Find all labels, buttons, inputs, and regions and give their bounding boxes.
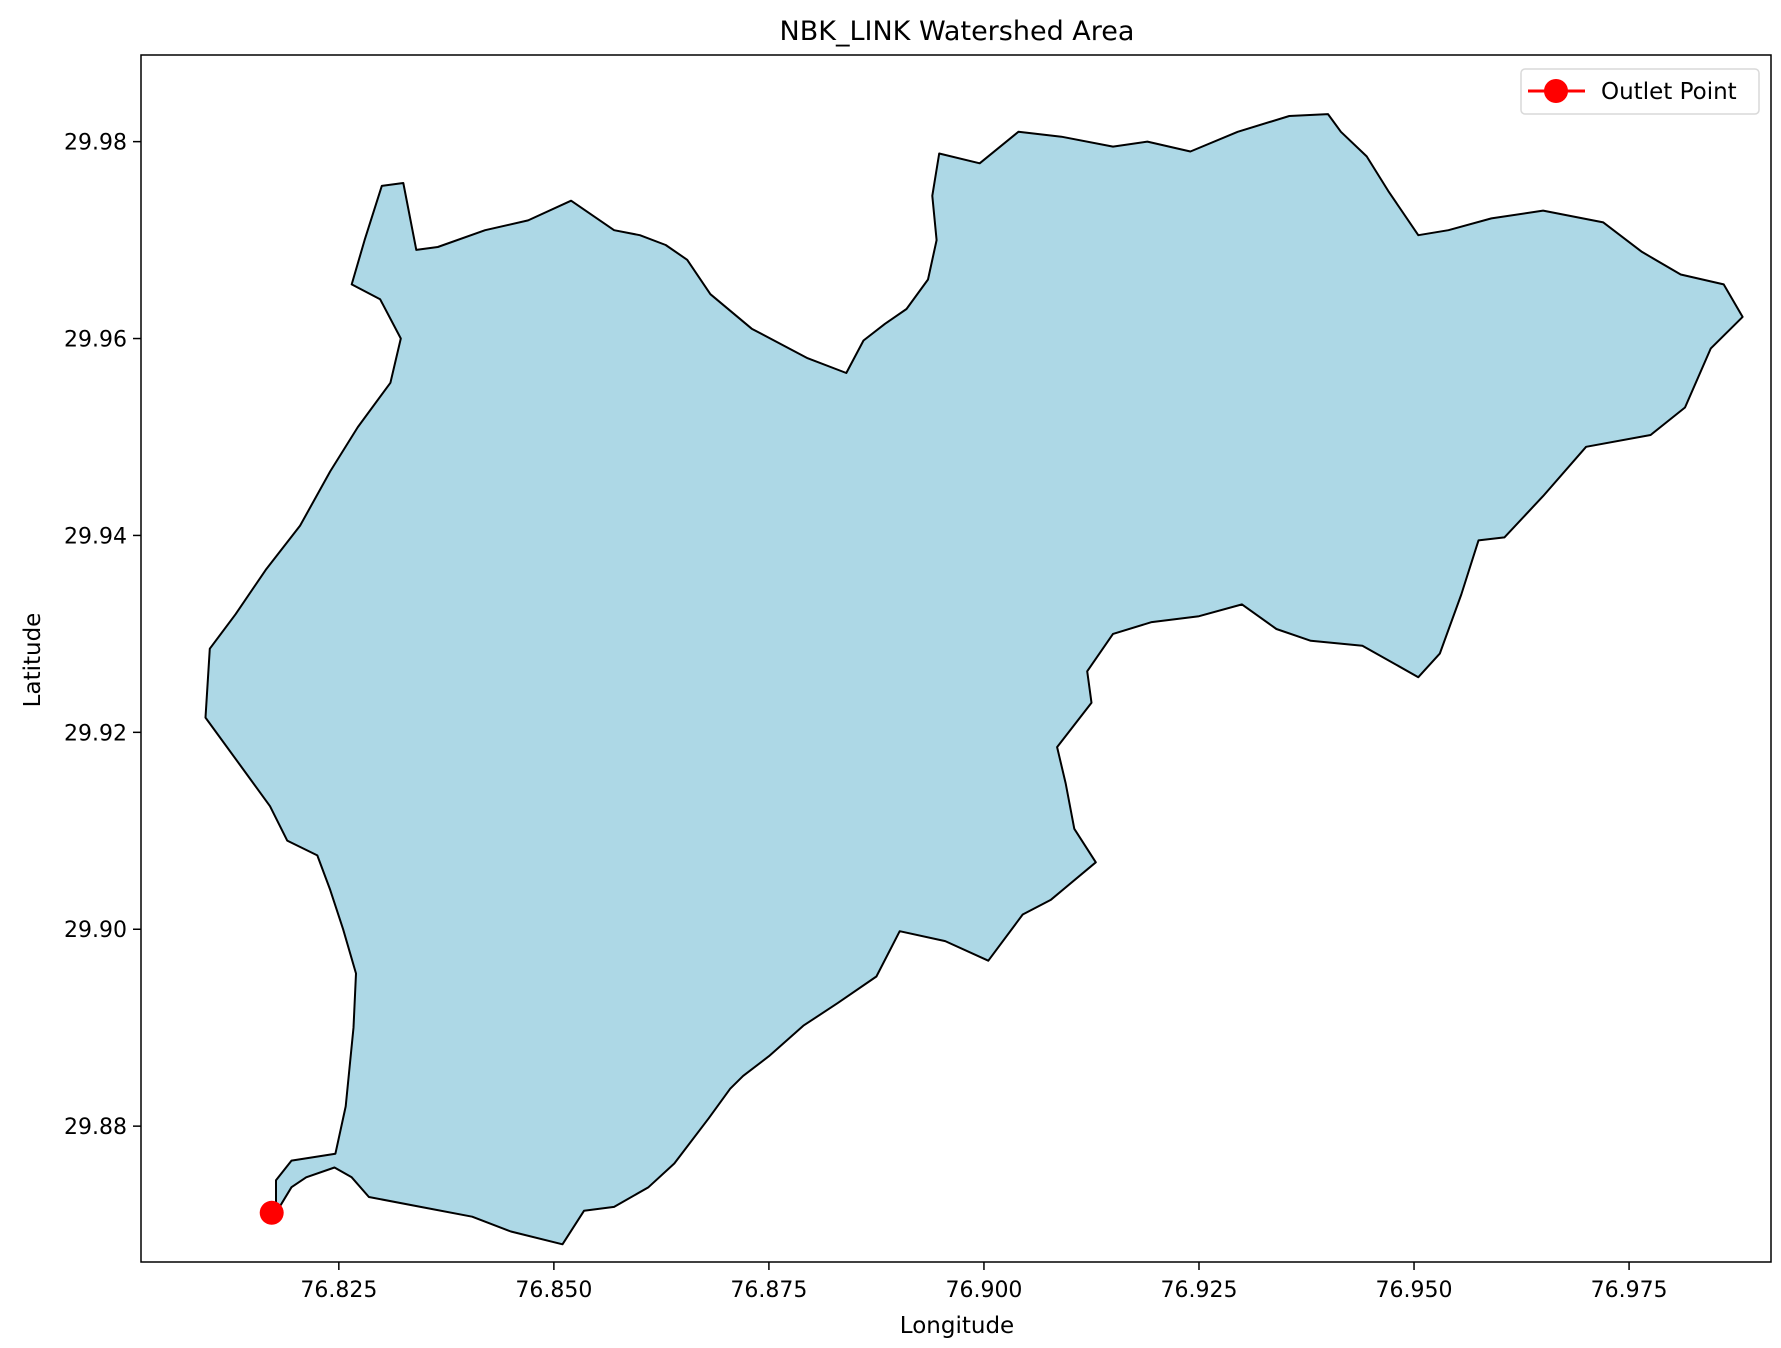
y-tick-label: 29.94 [64,524,127,549]
y-tick-label: 29.96 [64,328,127,353]
x-tick-label: 76.850 [515,1278,592,1303]
watershed-polygon [204,113,1744,1246]
legend-marker [1544,79,1568,103]
x-tick-label: 76.925 [1161,1278,1238,1303]
y-axis-ticks: 29.88 29.90 29.92 29.94 29.96 29.98 [64,131,141,1140]
chart-title: NBK_LINK Watershed Area [780,16,1135,47]
x-tick-label: 76.900 [945,1278,1022,1303]
y-tick-label: 29.90 [64,918,127,943]
y-axis-label: Latitude [20,613,46,708]
legend-box [1520,68,1760,115]
x-axis-label: Longitude [900,1313,1014,1339]
x-axis-ticks: 76.825 76.850 76.875 76.900 76.925 76.950 76.9… [300,1262,1668,1303]
x-tick-label: 76.950 [1376,1278,1453,1303]
x-tick-label: 76.975 [1591,1278,1668,1303]
x-tick-label: 76.875 [730,1278,807,1303]
legend: Outlet Point [1520,68,1760,115]
legend-label: Outlet Point [1601,79,1737,105]
y-tick-label: 29.98 [64,131,127,156]
plot-frame [140,54,1772,1263]
y-tick-label: 29.88 [64,1115,127,1140]
y-tick-label: 29.92 [64,721,127,746]
outlet-point-marker [259,1200,284,1225]
x-tick-label: 76.825 [300,1278,377,1303]
